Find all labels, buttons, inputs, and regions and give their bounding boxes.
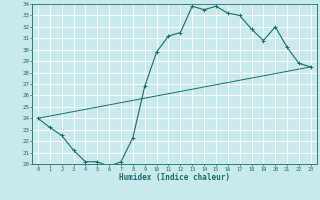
X-axis label: Humidex (Indice chaleur): Humidex (Indice chaleur) [119, 173, 230, 182]
